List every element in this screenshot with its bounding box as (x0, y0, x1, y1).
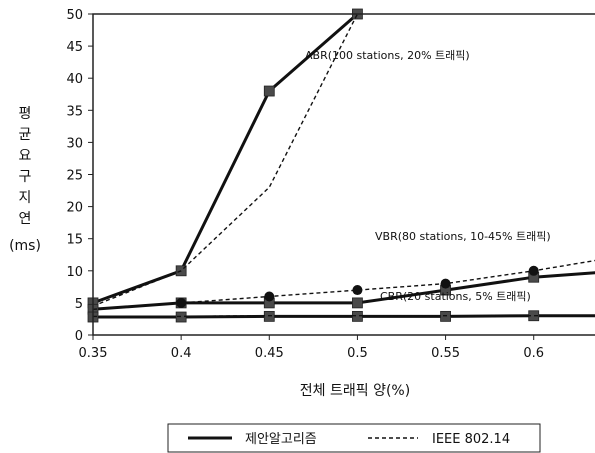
axis-group: 0 5 10 15 20 25 30 35 40 45 50 0.35 0.4 0.45 0.5 0.55 0.… (66, 8, 544, 361)
y-axis-title-char: 요 (19, 148, 32, 164)
y-tick-label: 15 (66, 233, 83, 248)
y-axis-title-char: 연 (19, 211, 32, 227)
y-axis-title-char: 구 (19, 169, 32, 185)
series-cbr-ieee (93, 314, 595, 318)
data-point-circle (352, 285, 363, 296)
plot-frame (92, 13, 595, 336)
y-tick-label: 35 (66, 104, 83, 119)
y-axis-unit: (ms) (9, 238, 41, 254)
x-tick-label: 0.35 (79, 346, 108, 361)
data-point-circle (440, 278, 451, 289)
legend-label-proposed: 제안알고리즘 (245, 432, 317, 447)
data-point-circle (176, 297, 187, 308)
series-line (92, 13, 359, 307)
x-tick-label: 0.5 (347, 346, 368, 361)
series-line (92, 259, 595, 310)
annotation-layer: ABR(100 stations, 20% 트래픽) VBR(80 statio… (305, 49, 551, 303)
series-vbr-ieee (92, 259, 595, 310)
y-tick-label: 30 (66, 136, 83, 151)
data-point-circle (528, 265, 539, 276)
data-point-square (263, 85, 275, 97)
y-tick-label: 0 (75, 329, 83, 344)
x-tick-label: 0.4 (171, 346, 192, 361)
annotation-abr: ABR(100 stations, 20% 트래픽) (305, 49, 470, 62)
series-abr-ieee (92, 13, 359, 307)
y-tick-label: 5 (75, 297, 83, 312)
x-axis-title: 전체 트래픽 양(%) (300, 383, 410, 399)
y-tick-label: 50 (66, 8, 83, 23)
y-axis-title-char: 균 (19, 127, 32, 143)
series-line (93, 314, 595, 318)
y-tick-label: 45 (66, 40, 83, 55)
series-line (93, 314, 595, 319)
data-point-square (352, 297, 363, 309)
y-tick-label: 25 (66, 169, 83, 184)
x-tick-label: 0.45 (255, 346, 284, 361)
annotation-vbr: VBR(80 stations, 10-45% 트래픽) (375, 230, 551, 243)
legend: 제안알고리즘 IEEE 802.14 (167, 423, 541, 453)
x-tick-label: 0.55 (431, 346, 460, 361)
data-point-circle (264, 291, 275, 302)
x-tick-label: 0.6 (523, 346, 544, 361)
y-tick-label: 20 (66, 201, 83, 216)
series-line (92, 271, 595, 311)
series-line (92, 12, 359, 305)
y-tick-label: 10 (66, 265, 83, 280)
legend-label-ieee: IEEE 802.14 (432, 432, 510, 447)
y-tick-label: 40 (66, 72, 83, 87)
y-axis-title-char: 평 (19, 106, 32, 122)
annotation-cbr: CBR(20 stations, 5% 트래픽) (380, 290, 531, 303)
y-axis-title-char: 지 (19, 190, 32, 206)
